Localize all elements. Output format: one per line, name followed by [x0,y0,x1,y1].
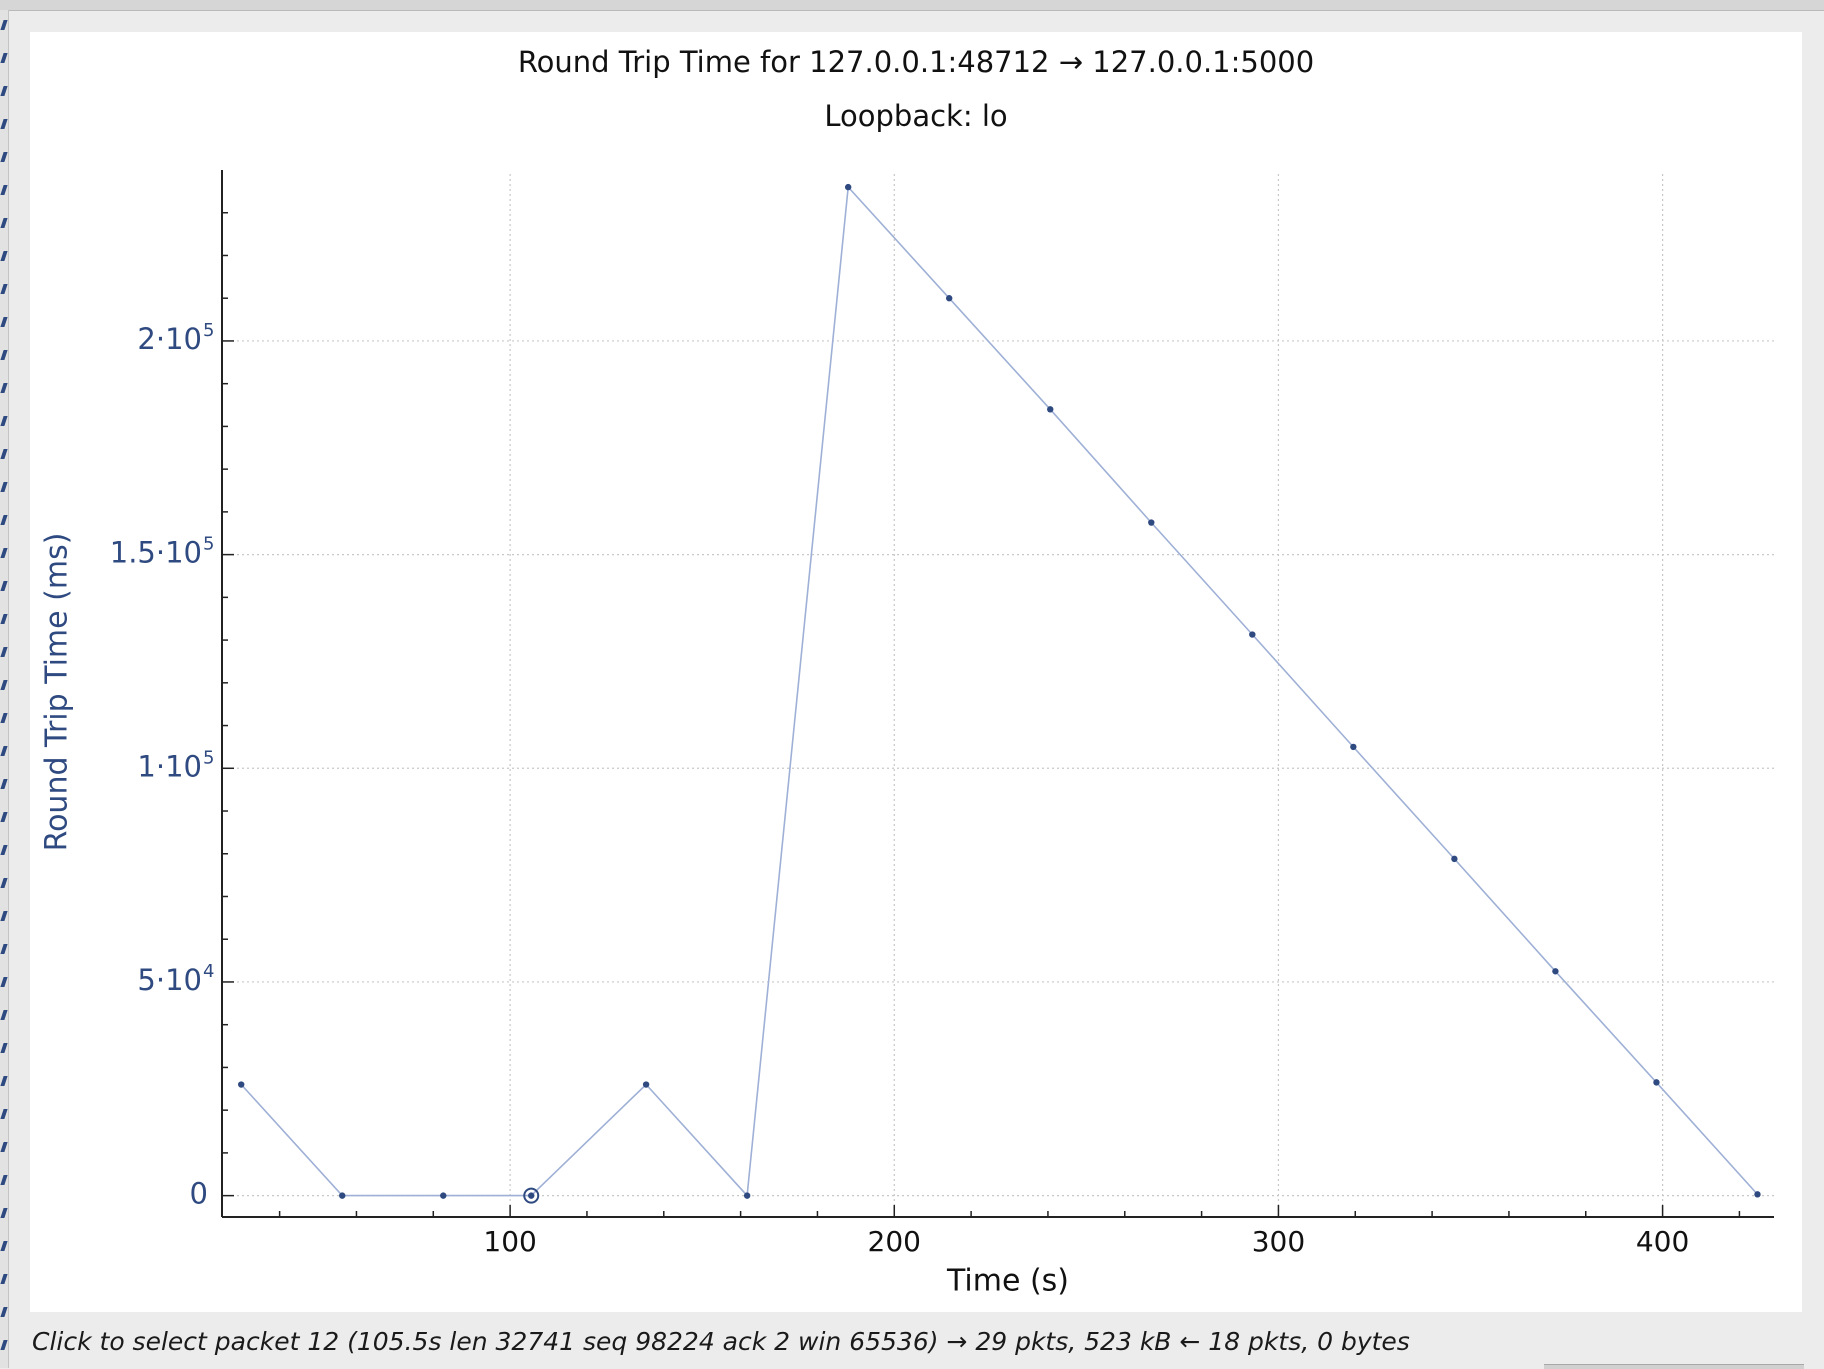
left-edge-mark [0,152,8,162]
y-tick-label: 1·10 [137,749,202,783]
left-edge-mark [0,1208,8,1218]
left-edge-mark [0,251,8,261]
rtt-data-point[interactable] [339,1192,346,1199]
dialog-button-edge[interactable] [1544,1364,1804,1369]
rtt-data-point[interactable] [1754,1191,1761,1198]
y-tick-label: 5·10 [137,963,202,997]
y-tick-label: 2·10 [137,322,202,356]
rtt-data-point[interactable] [1249,631,1256,638]
plot-area[interactable]: Round Trip Time for 127.0.0.1:48712 → 12… [30,32,1802,1312]
left-edge-mark [0,1307,8,1317]
left-edge-mark [0,317,8,327]
left-edge-mark [0,680,8,690]
left-edge-mark [0,185,8,195]
y-tick-exponent: 5 [203,747,214,768]
left-edge-mark [0,1109,8,1119]
rtt-data-point[interactable] [1451,855,1458,863]
left-edge-mark [0,944,8,954]
left-edge-mark [0,548,8,558]
rtt-chart[interactable]: Round Trip Time for 127.0.0.1:48712 → 12… [30,32,1802,1312]
left-edge-mark [0,1241,8,1251]
y-axis-title: Round Trip Time (ms) [40,533,75,852]
x-tick-label: 400 [1636,1225,1689,1258]
left-edge-mark [0,581,8,591]
left-panel-edge [0,10,9,1368]
x-tick-label: 100 [483,1225,536,1258]
y-tick-exponent: 4 [203,961,214,982]
y-tick-exponent: 5 [203,320,214,341]
left-edge-mark [0,449,8,459]
left-edge-mark [0,1340,8,1350]
rtt-series-line [240,185,1759,1198]
left-edge-mark [0,1010,8,1020]
left-edge-mark [0,779,8,789]
left-edge-mark [0,20,8,30]
left-edge-mark [0,350,8,360]
left-edge-mark [0,119,8,129]
y-tick-label: 1.5·10 [110,536,202,570]
rtt-data-point[interactable] [1552,968,1559,975]
left-edge-mark [0,1175,8,1185]
x-axis-title: Time (s) [946,1264,1069,1299]
chart-subtitle: Loopback: lo [824,99,1007,133]
status-bar-hint: Click to select packet 12 (105.5s len 32… [32,1327,1410,1356]
y-tick-exponent: 5 [203,534,214,555]
rtt-data-point[interactable] [844,183,852,191]
rtt-data-point[interactable] [440,1192,447,1199]
x-tick-label: 300 [1252,1225,1305,1258]
left-edge-mark [0,1274,8,1284]
left-edge-mark [0,86,8,96]
x-tick-label: 200 [868,1225,921,1258]
left-edge-mark [0,416,8,426]
window-top-edge [0,0,1824,11]
rtt-data-point[interactable] [642,1081,650,1088]
rtt-data-point[interactable] [1148,519,1155,526]
left-edge-mark [0,218,8,228]
selected-packet-marker[interactable] [523,1187,540,1204]
left-edge-mark [0,515,8,525]
left-edge-mark [0,1076,8,1086]
left-edge-mark [0,383,8,393]
rtt-data-point[interactable] [946,295,953,302]
rtt-data-point[interactable] [238,1081,245,1088]
left-edge-mark [0,878,8,888]
left-edge-mark [0,746,8,756]
left-edge-mark [0,53,8,63]
left-edge-mark [0,977,8,987]
left-edge-mark [0,1142,8,1152]
left-edge-mark [0,647,8,657]
rtt-data-point[interactable] [1047,406,1054,413]
left-edge-mark [0,482,8,492]
left-edge-mark [0,911,8,921]
left-edge-mark [0,713,8,723]
rtt-data-point[interactable] [1350,743,1357,751]
left-edge-mark [0,845,8,855]
chart-title: Round Trip Time for 127.0.0.1:48712 → 12… [518,45,1314,79]
left-edge-mark [0,1043,8,1053]
left-edge-mark [0,812,8,822]
rtt-data-point[interactable] [743,1192,751,1199]
rtt-data-point[interactable] [528,1192,535,1199]
left-edge-mark [0,614,8,624]
rtt-data-point[interactable] [1653,1079,1660,1086]
y-tick-label: 0 [190,1177,208,1211]
left-edge-mark [0,284,8,294]
